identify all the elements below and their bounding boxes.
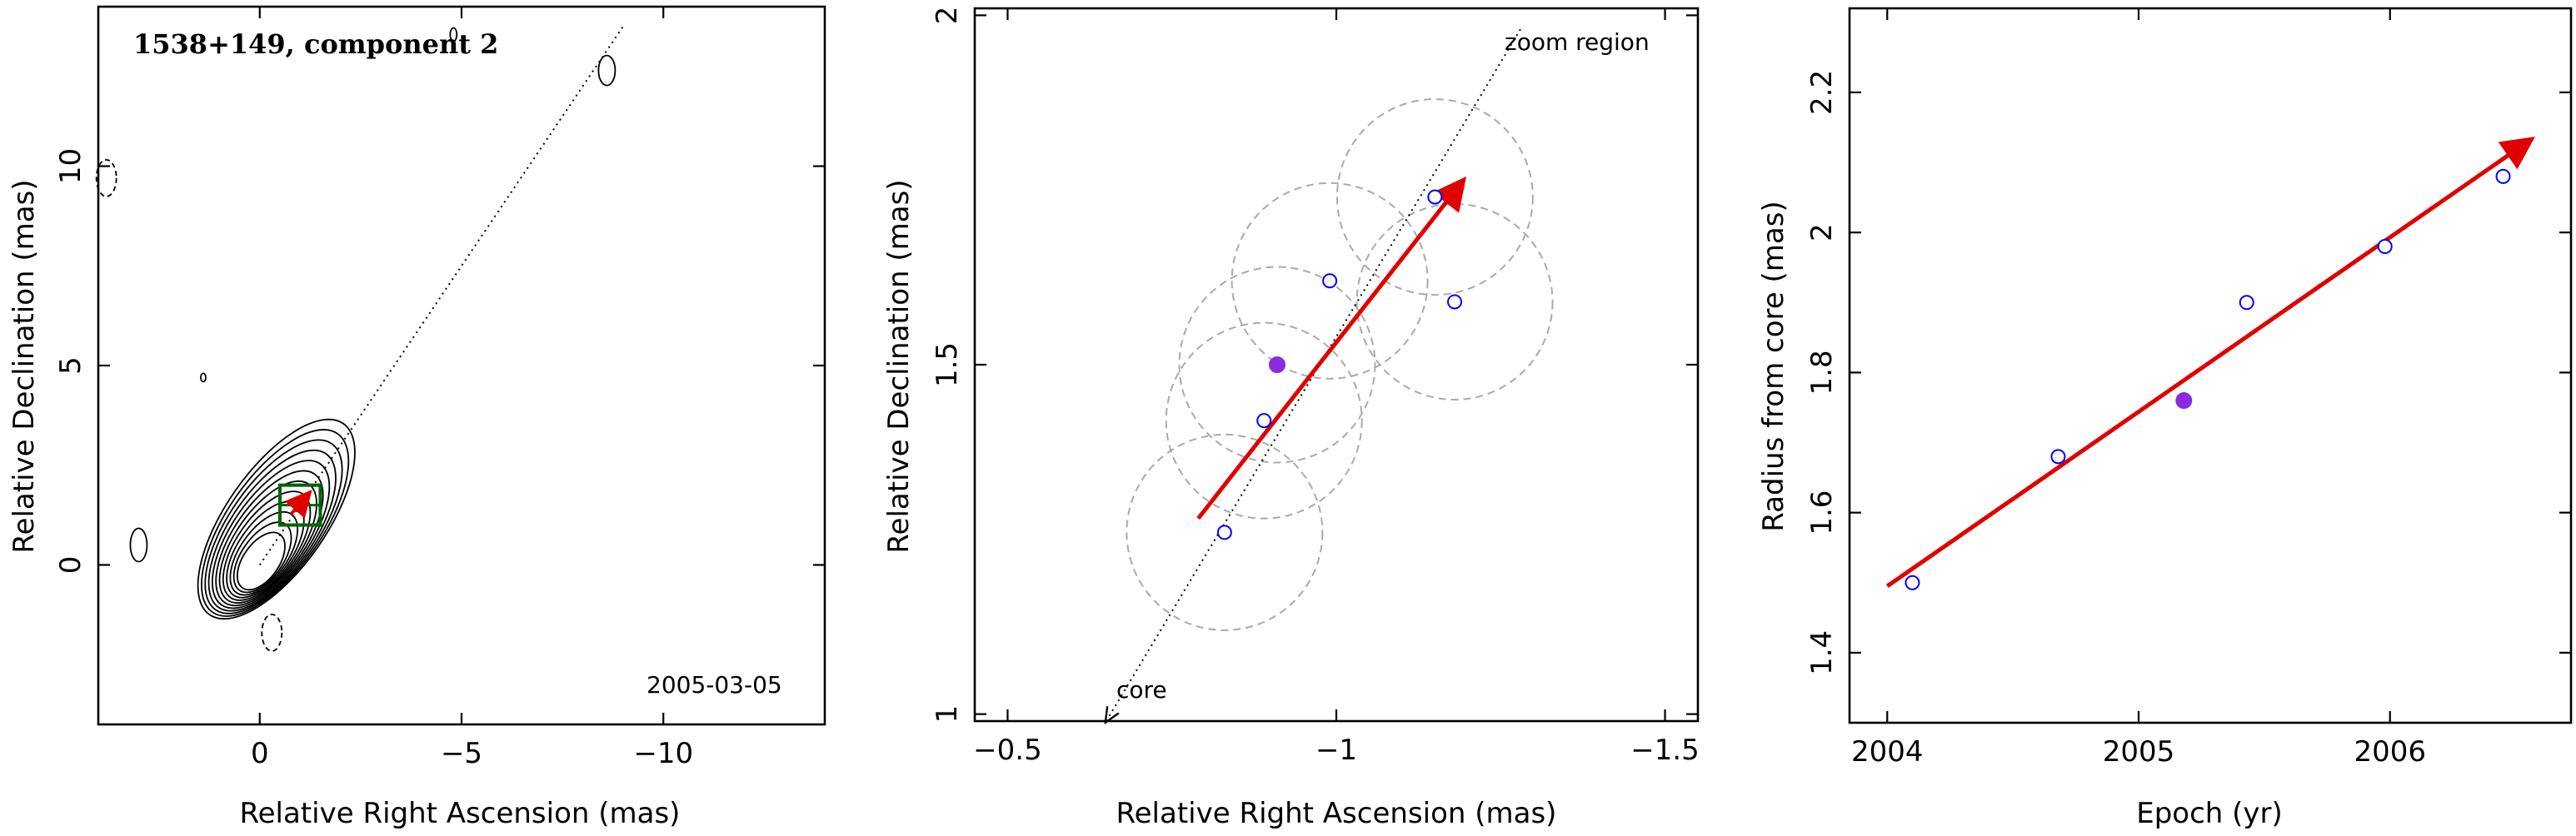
uncertainty-circle [1178, 266, 1376, 464]
panel2-y-tick-label: 2 [931, 7, 964, 25]
panel1-x-axis-title: Relative Right Ascension (mas) [240, 797, 681, 830]
panel1-plot-area: 0 −5 −10 0 5 10 [54, 7, 825, 770]
isolated-contour [129, 527, 148, 563]
panel3-y-tick-label: 1.4 [1805, 630, 1839, 675]
data-point [2377, 239, 2393, 254]
data-point [1256, 413, 1272, 429]
contour-level [201, 429, 350, 617]
panel3-y-tick-label: 1.6 [1805, 490, 1839, 535]
motion-arrow [1196, 176, 1467, 520]
uncertainty-circle [1355, 202, 1554, 401]
contour-map-panel: 0 −5 −10 0 5 10 1538+149, component 2 2005-03… [7, 5, 826, 830]
zoom-region-panel: −0.5 −1 −1.5 1 1.5 2 zoom region core Relativ… [882, 7, 1700, 830]
contour-level [207, 449, 337, 612]
panel3-x-tick-label: 2004 [1851, 735, 1924, 769]
panel2-y-axis-title: Relative Declination (mas) [882, 179, 916, 553]
data-point [1427, 189, 1443, 205]
data-point [1322, 273, 1338, 289]
isolated-contour [449, 27, 458, 42]
data-point-filled [1268, 356, 1286, 373]
panel3-frame [1848, 7, 2573, 724]
panel2-frame [973, 7, 1700, 723]
panel3-y-tick-label: 1.8 [1805, 350, 1839, 395]
contour-level [204, 439, 343, 615]
data-point [1216, 525, 1232, 540]
panel2-x-axis-title: Relative Right Ascension (mas) [1116, 797, 1557, 830]
panel2-plot-area: −0.5 −1 −1.5 1 1.5 2 [931, 7, 1700, 767]
radius-vs-epoch-panel: 2004 2005 2006 1.4 1.6 1.8 2 2.2 Epoch (yr) Rad… [1757, 7, 2573, 830]
motion-arrow-small [284, 490, 312, 519]
panel3-y-tick-label: 2 [1805, 223, 1839, 241]
isolated-contour [200, 372, 207, 383]
panel1-y-tick-label: 10 [54, 148, 87, 184]
data-point-filled [2175, 392, 2193, 410]
uncertainty-circle [1126, 433, 1324, 631]
isolated-contour [597, 54, 617, 87]
panel3-x-axis-title: Epoch (yr) [2136, 797, 2283, 830]
panel2-x-tick-label: −1 [1315, 734, 1357, 767]
panel3-y-tick-label: 2.2 [1805, 70, 1839, 115]
uncertainty-circle [1165, 321, 1363, 520]
contour-level [211, 460, 331, 610]
jet-axis-to-core [1106, 28, 1521, 721]
panel2-x-tick-label: −1.5 [1630, 734, 1700, 767]
panel1-date-label: 2005-03-05 [646, 671, 782, 699]
contour-level [215, 470, 324, 607]
panel1-frame [97, 5, 826, 726]
data-point [1447, 294, 1463, 310]
dashed-contour [95, 159, 117, 197]
contour-level [197, 418, 356, 620]
panel3-y-axis-title: Radius from core (mas) [1757, 201, 1790, 531]
panel1-x-tick-label: −5 [441, 737, 482, 770]
panel2-x-tick-label: −0.5 [973, 734, 1042, 767]
contour-level [236, 531, 286, 591]
data-point [1905, 575, 1920, 590]
panel3-x-tick-label: 2006 [2354, 735, 2426, 769]
panel2-y-tick-label: 1.5 [931, 342, 964, 387]
panel1-y-axis-title: Relative Declination (mas) [7, 179, 41, 553]
panel1-y-tick-label: 0 [54, 556, 87, 575]
panel3-x-tick-label: 2005 [2103, 735, 2175, 769]
zoom-region-label: zoom region [1505, 28, 1650, 56]
panel3-plot-area: 2004 2005 2006 1.4 1.6 1.8 2 2.2 [1805, 8, 2571, 769]
data-point [2050, 449, 2066, 465]
uncertainty-circle [1231, 182, 1429, 380]
panel1-y-tick-label: 5 [54, 356, 87, 375]
data-point [2239, 295, 2254, 311]
dashed-contour [261, 613, 283, 652]
panel1-x-tick-label: −10 [633, 737, 693, 770]
panel1-x-tick-label: 0 [251, 737, 269, 770]
uncertainty-circle [1335, 98, 1534, 296]
panel1-title: 1538+149, component 2 [133, 28, 498, 60]
core-label: core [1116, 676, 1167, 704]
data-point [2495, 168, 2511, 184]
fit-arrow [1885, 137, 2535, 589]
panel2-y-tick-label: 1 [931, 705, 964, 724]
